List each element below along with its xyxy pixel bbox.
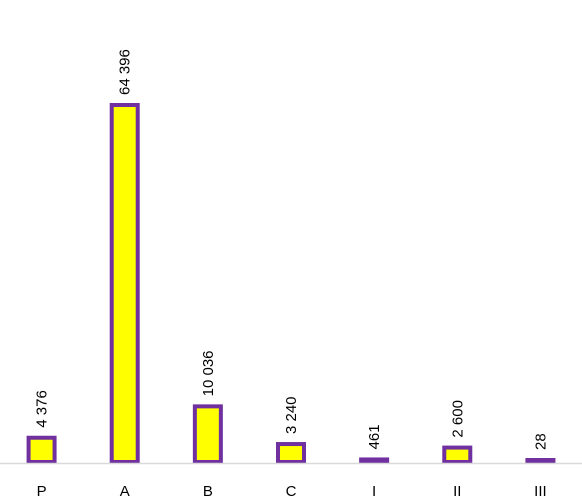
x-tick-label-C: C [286, 483, 297, 500]
bar-C [276, 442, 306, 465]
x-tick-label-II: II [453, 483, 461, 500]
x-tick-label-B: B [203, 483, 213, 500]
bar-A [109, 103, 140, 464]
data-label-B: 10 036 [200, 350, 217, 396]
data-label-A: 64 396 [117, 49, 134, 95]
data-label-II: 2 600 [449, 400, 466, 438]
x-tick-labels: P A B C I II III [37, 483, 547, 500]
data-label-III: 28 [532, 433, 549, 450]
bars-group [26, 103, 556, 465]
x-tick-label-P: P [37, 483, 47, 500]
x-tick-label-I: I [372, 483, 376, 500]
data-label-C: 3 240 [283, 396, 300, 434]
bar-III [525, 458, 556, 464]
x-tick-label-A: A [120, 483, 130, 500]
bar-P [26, 435, 57, 465]
data-label-I: 461 [366, 424, 383, 449]
x-tick-label-III: III [534, 483, 547, 500]
bar-II [442, 445, 473, 464]
data-label-P: 4 376 [34, 390, 51, 428]
bar-B [192, 404, 223, 464]
bar-I [359, 457, 390, 465]
data-labels: 4 376 64 396 10 036 3 240 461 2 600 28 [34, 49, 550, 450]
